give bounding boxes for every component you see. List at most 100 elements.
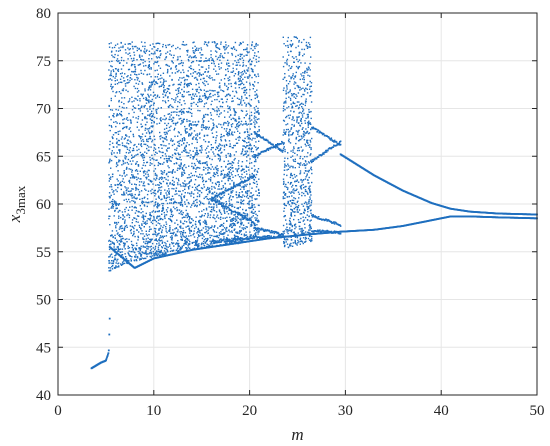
data-point (220, 174, 222, 176)
data-point (236, 128, 238, 130)
data-point (229, 183, 231, 185)
data-point (145, 173, 147, 175)
data-point (207, 214, 209, 216)
data-point (204, 241, 206, 243)
data-point (267, 141, 270, 143)
data-point (116, 146, 118, 148)
data-point (229, 143, 231, 145)
data-point (134, 68, 137, 70)
data-point (126, 135, 128, 137)
data-point (156, 69, 158, 71)
data-point (209, 92, 212, 95)
data-point (307, 115, 309, 117)
data-point (164, 241, 166, 244)
data-point (258, 237, 261, 240)
data-point (197, 243, 199, 246)
data-point (208, 41, 210, 43)
data-point (289, 80, 291, 83)
data-point (144, 215, 147, 218)
data-point (120, 92, 122, 95)
data-point (253, 175, 256, 178)
data-point (248, 117, 251, 119)
data-point (187, 110, 190, 113)
data-point (153, 178, 155, 180)
data-point (243, 217, 246, 220)
data-point (128, 168, 130, 170)
data-point (112, 236, 114, 238)
data-point (109, 158, 111, 160)
data-point (223, 232, 225, 234)
data-point (194, 189, 196, 191)
data-point (246, 130, 249, 132)
data-point (180, 165, 182, 167)
data-point (205, 195, 208, 198)
data-point (130, 74, 132, 76)
data-point (296, 104, 298, 107)
data-point (166, 133, 168, 135)
data-point (180, 198, 183, 200)
data-point (160, 193, 162, 195)
data-point (254, 217, 256, 219)
data-point (140, 227, 142, 229)
data-point (207, 186, 209, 189)
data-point (166, 150, 168, 152)
data-point (288, 135, 290, 137)
data-point (198, 97, 201, 99)
data-point (264, 228, 266, 231)
data-point (282, 149, 284, 152)
data-point (110, 176, 112, 178)
data-point (180, 210, 183, 212)
data-point (124, 221, 126, 223)
data-point (173, 245, 175, 247)
data-point (220, 170, 223, 172)
data-point (300, 146, 302, 148)
data-point (241, 214, 243, 217)
data-point (220, 133, 222, 136)
data-point (190, 180, 192, 182)
data-point (111, 54, 113, 56)
data-point (239, 188, 242, 190)
data-point (148, 101, 150, 104)
data-point (157, 73, 159, 75)
data-point (208, 59, 211, 62)
data-point (153, 252, 155, 255)
data-point (189, 55, 191, 57)
data-point (257, 204, 260, 206)
data-point (290, 173, 292, 176)
data-point (227, 124, 229, 127)
data-point (136, 244, 138, 247)
data-point (156, 117, 158, 120)
data-point (209, 243, 212, 245)
data-point (246, 142, 248, 144)
data-point (233, 159, 235, 161)
data-point (122, 262, 124, 265)
data-point (238, 160, 240, 162)
data-point (214, 166, 217, 169)
data-point (303, 93, 305, 96)
data-point (164, 217, 166, 220)
data-point (195, 241, 198, 243)
data-point (128, 43, 131, 45)
data-point (119, 149, 121, 151)
data-point (243, 227, 245, 229)
data-point (239, 64, 241, 67)
data-point (211, 62, 213, 64)
data-point (141, 230, 143, 232)
data-point (141, 167, 143, 169)
data-point (216, 47, 219, 49)
data-point (133, 156, 135, 158)
data-point (217, 95, 219, 98)
data-point (197, 176, 200, 178)
data-point (254, 155, 257, 157)
data-point (257, 188, 260, 191)
data-point (124, 157, 126, 159)
data-point (189, 82, 192, 84)
data-point (139, 56, 141, 58)
data-point (284, 62, 286, 64)
data-point (192, 138, 194, 140)
data-point (143, 172, 145, 174)
data-point (270, 231, 272, 234)
data-point (124, 175, 126, 177)
data-point (199, 162, 202, 165)
